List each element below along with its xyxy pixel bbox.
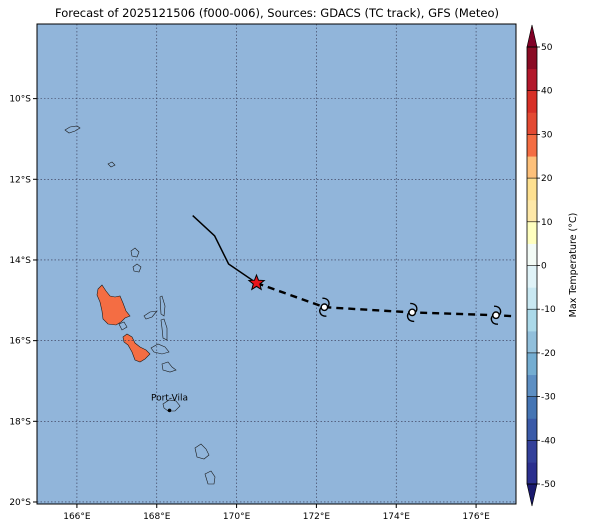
island-small-2 bbox=[132, 263, 142, 273]
y-tick-label-10: 10°S bbox=[9, 95, 31, 105]
colorbar-level bbox=[527, 331, 537, 354]
map-grid bbox=[37, 24, 516, 504]
island-ambae bbox=[143, 310, 158, 320]
colorbar-tick-label--40: -40 bbox=[541, 436, 556, 446]
island-efate bbox=[162, 399, 181, 412]
y-tick-label-18: 18°S bbox=[9, 417, 31, 427]
colorbar-tick-label-10: 10 bbox=[541, 218, 553, 228]
island-erromango bbox=[194, 443, 210, 460]
cyclone-icon bbox=[319, 297, 330, 317]
colorbar-level bbox=[527, 199, 537, 223]
colorbar-level bbox=[527, 418, 537, 441]
x-tick-label-172: 172°E bbox=[303, 512, 331, 522]
colorbar-tick-label-40: 40 bbox=[541, 87, 553, 97]
map-content: Port-Vila bbox=[37, 24, 516, 504]
colorbar-level bbox=[527, 90, 537, 113]
island-espiritu-small bbox=[118, 321, 128, 331]
island-small-1 bbox=[130, 247, 140, 258]
colorbar-level bbox=[527, 440, 537, 463]
island-espiritu-santo bbox=[96, 284, 131, 326]
cyclone-icon bbox=[490, 305, 502, 325]
colorbar-tick-label--50: -50 bbox=[541, 480, 556, 490]
island-tanna bbox=[204, 470, 216, 485]
x-tick-label-166: 166°E bbox=[63, 512, 91, 522]
x-tick-label-170: 170°E bbox=[223, 512, 251, 522]
colorbar-level bbox=[527, 243, 537, 266]
map-frame bbox=[36, 23, 517, 505]
cyclone-eye bbox=[408, 308, 417, 317]
colorbar: 50 40 30 20 10 0 -10 -20 -30 -40 -50 bbox=[526, 24, 556, 507]
colorbar-tick-label-0: 0 bbox=[541, 262, 547, 272]
ocean-area bbox=[37, 24, 516, 504]
x-tick-label-174: 174°E bbox=[383, 512, 411, 522]
colorbar-level bbox=[527, 47, 537, 70]
cyclone-eye bbox=[320, 303, 329, 312]
y-tick-label-16: 16°S bbox=[9, 337, 31, 347]
y-tick-label-12: 12°S bbox=[9, 175, 31, 185]
map-title: Forecast of 2025121506 (f000-006), Sourc… bbox=[55, 6, 499, 20]
colorbar-level bbox=[527, 265, 537, 288]
colorbar-level bbox=[527, 68, 537, 91]
island-north-2 bbox=[107, 161, 116, 168]
y-tick-label-20: 20°S bbox=[9, 498, 31, 508]
y-tick-label-14: 14°S bbox=[9, 256, 31, 266]
colorbar-level bbox=[527, 221, 537, 244]
islands bbox=[64, 125, 216, 485]
colorbar-extend-max bbox=[526, 24, 538, 48]
cyclone-icon bbox=[406, 302, 418, 323]
colorbar-label: Max Temperature (°C) bbox=[568, 213, 579, 318]
red-star-icon bbox=[247, 273, 266, 291]
tc-markers bbox=[247, 273, 502, 325]
city-marker bbox=[167, 408, 172, 413]
cyclone-eye bbox=[492, 311, 500, 320]
colorbar-tick-label--30: -30 bbox=[541, 393, 556, 403]
island-maewo bbox=[160, 318, 168, 341]
colorbar-level bbox=[527, 178, 537, 201]
x-tick-label-176: 176°E bbox=[462, 512, 490, 522]
past-track-line bbox=[192, 215, 257, 284]
island-north-1 bbox=[64, 125, 81, 134]
colorbar-tick-label--20: -20 bbox=[541, 349, 556, 359]
colorbar-level bbox=[527, 396, 537, 419]
colorbar-tick-label--10: -10 bbox=[541, 305, 556, 315]
colorbar-level bbox=[527, 134, 537, 157]
colorbar-level bbox=[527, 352, 537, 376]
city-label-port-vila: Port-Vila bbox=[151, 393, 188, 403]
colorbar-level bbox=[527, 374, 537, 397]
city-layer: Port-Vila bbox=[151, 393, 188, 413]
map-axes: 166°E 168°E 170°E 172°E 174°E 176°E 10°S 12°S 14… bbox=[9, 95, 490, 522]
x-tick-label-168: 168°E bbox=[143, 512, 171, 522]
colorbar-level bbox=[527, 462, 537, 485]
colorbar-tick-label-20: 20 bbox=[541, 174, 553, 184]
colorbar-tick-label-50: 50 bbox=[541, 43, 553, 53]
colorbar-level bbox=[527, 287, 537, 310]
colorbar-extend-min bbox=[526, 483, 538, 507]
island-malekula bbox=[122, 333, 151, 363]
island-ambrym bbox=[150, 343, 170, 355]
colorbar-level bbox=[527, 156, 537, 179]
island-pentecost bbox=[159, 295, 166, 317]
colorbar-level bbox=[527, 112, 537, 135]
colorbar-tick-label-30: 30 bbox=[541, 130, 553, 140]
island-epi bbox=[161, 361, 177, 373]
colorbar-level bbox=[527, 309, 537, 332]
